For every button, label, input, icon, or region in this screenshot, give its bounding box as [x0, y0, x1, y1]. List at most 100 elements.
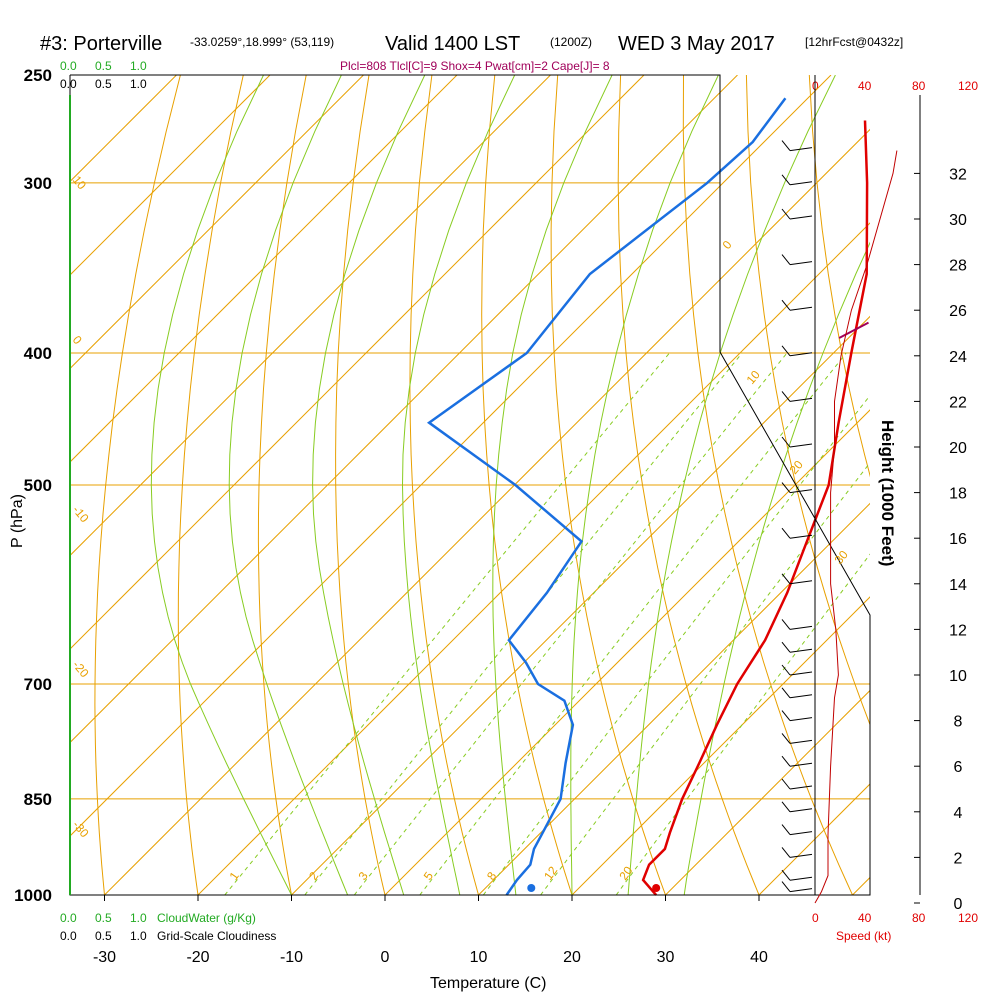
height-tick-label: 26: [949, 303, 967, 320]
surface-temp-marker: [652, 884, 661, 892]
p-tick-label: 400: [24, 344, 52, 363]
dry-adiabat: [409, 75, 479, 895]
height-tick-label: 10: [949, 668, 967, 685]
mixing-ratio-line: [615, 553, 870, 895]
isotherm: [197, 222, 870, 895]
cloudiness-scale-top-2: 1.0: [130, 77, 147, 91]
dry-adiabat: [550, 75, 666, 895]
isotherm: [478, 502, 870, 895]
moist-adiabat: [312, 75, 426, 895]
wind-barb: [789, 147, 813, 152]
wind-barb-flag: [781, 710, 791, 721]
parcel-mark: [838, 321, 869, 339]
dry-adiabat: [745, 75, 870, 726]
wind-barb-flag: [781, 482, 791, 493]
forecast-date: WED 3 May 2017: [618, 33, 775, 55]
wind-barb: [789, 671, 813, 676]
mixing-ratio-label: 2: [306, 869, 321, 883]
mixing-ratio-line: [540, 461, 870, 895]
p-tick-label: 1000: [14, 886, 52, 905]
wind-barb: [789, 306, 813, 311]
height-tick-label: 18: [949, 486, 967, 503]
mixing-ratio-label: 3: [355, 869, 370, 883]
valid-time: Valid 1400 LST: [385, 33, 520, 55]
height-tick-label: 32: [949, 166, 967, 183]
wind-barb: [789, 261, 813, 266]
x-tick-label: 0: [381, 949, 390, 966]
wind-barb-flag: [781, 755, 791, 767]
p-tick-label: 500: [24, 476, 52, 495]
isotherm-label: -10: [70, 503, 92, 526]
height-tick-label: 6: [954, 759, 963, 776]
wind-barb-flag: [781, 527, 791, 539]
wind-barb-flag: [781, 687, 791, 699]
wind-barb-flag: [781, 436, 791, 448]
cloudiness-scale-top-1: 0.5: [95, 77, 112, 91]
height-tick-label: 0: [954, 896, 963, 913]
moist-adiabat: [627, 75, 836, 895]
isotherm: [70, 75, 271, 276]
speed-tick-top-3: 120: [958, 79, 978, 93]
wind-barb: [789, 215, 813, 220]
right-isotherm-label: 30: [832, 547, 852, 566]
wind-barb-flag: [781, 391, 791, 402]
moist-adiabat: [683, 241, 870, 895]
wind-barb: [789, 181, 813, 186]
speed-tick-bottom-2: 80: [912, 911, 926, 925]
isotherm: [70, 75, 364, 370]
dewpoint-line: [426, 97, 787, 896]
speed-tick-top-1: 40: [858, 79, 872, 93]
mixing-ratio-line: [419, 352, 847, 895]
wind-barb: [789, 625, 813, 630]
cloudwater-scale-bottom-0: 0.0: [60, 911, 77, 925]
surface-dew-marker: [527, 884, 536, 892]
wind-barb: [789, 739, 813, 744]
wind-barb-flag: [781, 174, 791, 186]
isotherm: [384, 409, 870, 895]
wind-barb-flag: [781, 641, 791, 653]
wind-barb-flag: [781, 869, 791, 881]
background-grid: [70, 75, 1000, 895]
wind-barb: [789, 808, 813, 813]
wind-barb-flag: [781, 254, 791, 265]
isotherm-label: 0: [70, 333, 85, 347]
cloudiness-scale-bottom-1: 0.5: [95, 929, 112, 943]
wind-barb-flag: [781, 881, 791, 892]
x-tick-label: -30: [93, 949, 116, 966]
p-tick-label: 850: [24, 790, 52, 809]
dry-adiabat: [808, 75, 870, 478]
forecast-run: [12hrFcst@0432z]: [805, 35, 903, 49]
wind-speed-line: [814, 150, 898, 904]
height-tick-label: 8: [954, 714, 963, 731]
cloudwater-scale-top-2: 1.0: [130, 59, 147, 73]
wind-barb-flag: [781, 801, 791, 813]
moist-adiabat: [228, 75, 349, 895]
dry-adiabat: [94, 75, 181, 895]
wind-barb: [789, 352, 813, 357]
isotherm: [70, 75, 645, 650]
height-tick-label: 24: [949, 349, 967, 366]
height-tick-label: 28: [949, 258, 967, 275]
wind-barb: [789, 489, 813, 494]
mixing-ratio-label: 8: [484, 869, 499, 883]
wind-barb: [789, 888, 813, 893]
dry-adiabat: [935, 75, 1000, 895]
dry-adiabat: [617, 75, 760, 895]
moist-adiabat: [570, 75, 719, 895]
moist-adiabat: [150, 75, 292, 895]
mixing-ratio-label: 12: [541, 863, 560, 882]
p-tick-label: 300: [24, 174, 52, 193]
mixing-ratio-line: [353, 352, 788, 895]
cloudiness-scale-bottom-2: 1.0: [130, 929, 147, 943]
moist-adiabat: [492, 75, 613, 895]
isotherm: [852, 876, 870, 895]
dry-adiabat: [682, 75, 853, 895]
wind-barb: [789, 648, 813, 653]
height-tick-label: 12: [949, 622, 967, 639]
wind-barb-flag: [781, 345, 791, 357]
station-coords: -33.0259°,18.999° (53,119): [190, 35, 334, 49]
cloudwater-scale-top-1: 0.5: [95, 59, 112, 73]
wind-barb-flag: [781, 733, 791, 744]
x-tick-label: 20: [563, 949, 581, 966]
wind-barb: [789, 831, 813, 836]
